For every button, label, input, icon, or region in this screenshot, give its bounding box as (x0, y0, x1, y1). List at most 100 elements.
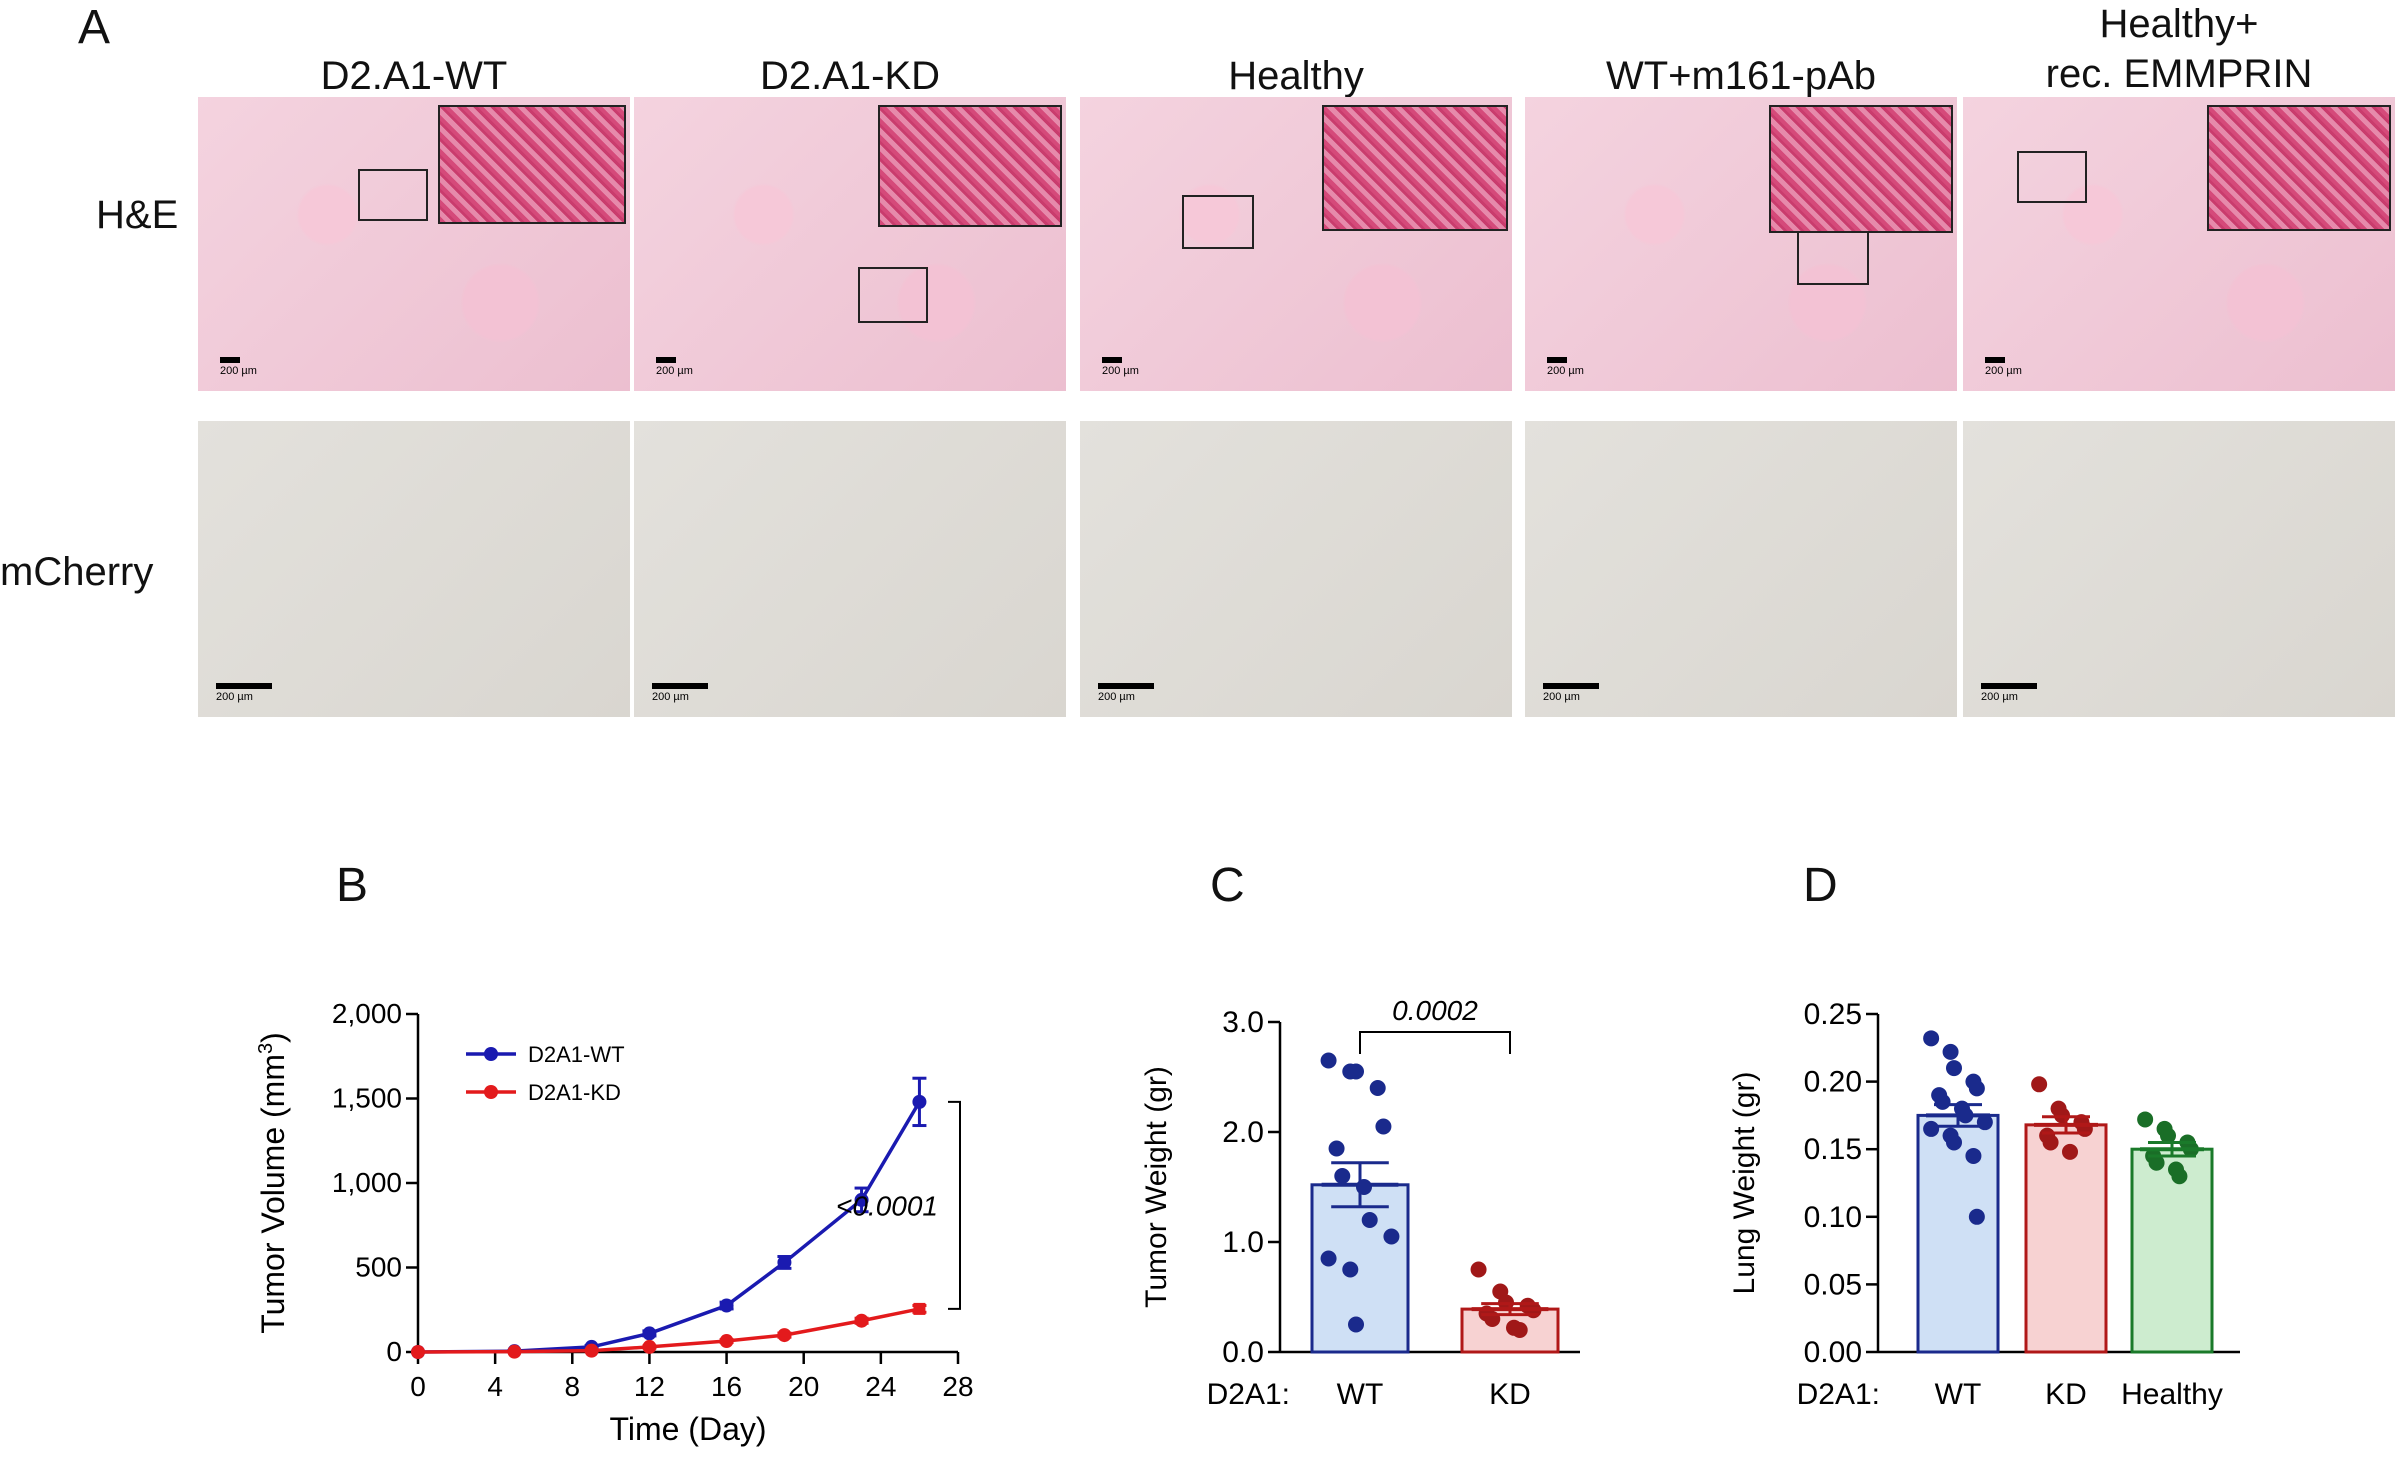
scale-bar: 200 µm (216, 683, 272, 703)
scale-bar: 200 µm (652, 683, 708, 703)
x-tick-label: 12 (634, 1371, 665, 1402)
series-line-D2A1-KD (417, 1307, 920, 1354)
data-point (2042, 1134, 2059, 1151)
lung-weight-bar-chart: 0.00 0.05 0.10 0.15 0.20 0.25 Lung Weight (gr)… (1728, 998, 2240, 1411)
y-tick-label: 0.00 (1804, 1336, 1862, 1369)
data-point (719, 1334, 734, 1349)
data-point (1361, 1212, 1378, 1228)
x-tick-label: 24 (865, 1371, 896, 1402)
he-inset (1322, 105, 1508, 231)
x-axis-prefix: D2A1: (1797, 1378, 1880, 1411)
column-title-rec-emmprin-line1: Healthy+ (2099, 2, 2259, 46)
scale-bar: 200 µm (1102, 357, 1139, 377)
legend-marker (484, 1047, 498, 1061)
roi-box (858, 267, 928, 323)
mcherry-image-wt-m161: 200 µm (1525, 421, 1957, 717)
data-point (1923, 1120, 1940, 1137)
p-value-annotation: <0.0001 (836, 1190, 938, 1221)
data-point (1923, 1030, 1940, 1047)
data-point (1320, 1250, 1337, 1267)
y-axis-title-main: Tumor Volume (mm (255, 1054, 291, 1334)
panel-a-letter: A (78, 1, 111, 54)
x-tick-label: Healthy (2121, 1378, 2223, 1411)
he-inset (2207, 105, 2391, 231)
data-point (411, 1345, 425, 1359)
p-value-annotation: 0.0002 (1392, 995, 1478, 1026)
data-point (584, 1343, 599, 1358)
he-inset (1769, 105, 1953, 233)
data-point (1348, 1063, 1364, 1080)
bar-KD (2024, 1123, 2108, 1354)
row-label-he: H&E (96, 193, 179, 237)
significance-bracket (1359, 1031, 1511, 1054)
row-label-mcherry: mCherry (0, 550, 154, 594)
he-image-wt-m161: 200 µm (1525, 97, 1957, 391)
data-point (1968, 1080, 1985, 1097)
he-inset (438, 105, 626, 224)
he-inset (878, 105, 1062, 227)
x-tick-label: 0 (410, 1371, 426, 1402)
tumor-volume-line-chart: 0 500 1,000 1,500 2,000 0 4 8 12 16 20 24 28 Time (Da… (255, 998, 974, 1447)
data-point (719, 1298, 734, 1313)
y-tick-label: 0 (386, 1336, 402, 1367)
column-title-wt-m161: WT+m161-pAb (1605, 54, 1877, 98)
x-tick-label: 28 (942, 1371, 973, 1402)
data-point (1511, 1322, 1528, 1338)
x-tick-label: KD (1489, 1378, 1531, 1411)
bar-WT (1916, 1113, 2000, 1354)
roi-box (358, 169, 428, 221)
data-point (1470, 1261, 1487, 1278)
data-point (777, 1328, 792, 1343)
data-point (642, 1326, 657, 1341)
data-point (2031, 1076, 2048, 1093)
scale-bar: 200 µm (1547, 357, 1584, 377)
data-point (1342, 1261, 1359, 1278)
mcherry-image-wt: 200 µm (198, 421, 630, 717)
significance-bracket (948, 1100, 961, 1310)
y-axis-title: Lung Weight (gr) (1728, 1072, 1761, 1295)
column-title-kd: D2.A1-KD (759, 54, 941, 98)
he-image-rec-emmprin: 200 µm (1963, 97, 2395, 391)
roi-box (2017, 151, 2087, 203)
y-tick-label: 2,000 (332, 998, 402, 1029)
mcherry-image-rec-emmprin: 200 µm (1963, 421, 2395, 717)
mcherry-image-kd: 200 µm (634, 421, 1066, 717)
scale-bar: 200 µm (220, 357, 257, 377)
he-image-wt: 200 µm (198, 97, 630, 391)
series-line-D2A1-WT (417, 1100, 921, 1354)
data-point (913, 1302, 926, 1315)
x-tick-label: WT (1935, 1378, 1982, 1411)
y-tick-label: 1,500 (332, 1083, 402, 1114)
y-tick-label: 3.0 (1222, 1006, 1264, 1039)
data-point (2148, 1154, 2165, 1171)
bar-Healthy (2130, 1147, 2214, 1354)
y-axis-title: Tumor Weight (gr) (1140, 1066, 1173, 1308)
y-tick-label: 0.15 (1804, 1133, 1862, 1166)
data-point (1946, 1134, 1962, 1151)
data-point (507, 1344, 522, 1359)
x-tick-label: 8 (564, 1371, 580, 1402)
he-image-kd: 200 µm (634, 97, 1066, 391)
data-point (1946, 1060, 1962, 1077)
y-tick-label: 2.0 (1222, 1116, 1264, 1149)
scale-bar: 200 µm (1098, 683, 1154, 703)
scale-bar: 200 µm (656, 357, 693, 377)
data-point (1369, 1080, 1386, 1096)
data-point (1942, 1043, 1959, 1060)
data-point (2171, 1168, 2188, 1185)
legend-label: D2A1-WT (528, 1042, 625, 1067)
data-point (777, 1255, 792, 1270)
panel-d-letter: D (1803, 859, 1838, 912)
legend-marker (484, 1085, 498, 1099)
data-point (2160, 1127, 2176, 1144)
panel-b-letter: B (336, 859, 369, 912)
x-tick-label: 16 (711, 1371, 742, 1402)
data-point (1320, 1052, 1337, 1069)
scale-bar: 200 µm (1981, 683, 2037, 703)
data-point (1334, 1168, 1351, 1184)
scale-bar: 200 µm (1985, 357, 2022, 377)
column-title-healthy: Healthy (1228, 54, 1364, 98)
scale-bar: 200 µm (1543, 683, 1599, 703)
data-point (1356, 1179, 1372, 1195)
x-tick-label: KD (2045, 1378, 2087, 1411)
